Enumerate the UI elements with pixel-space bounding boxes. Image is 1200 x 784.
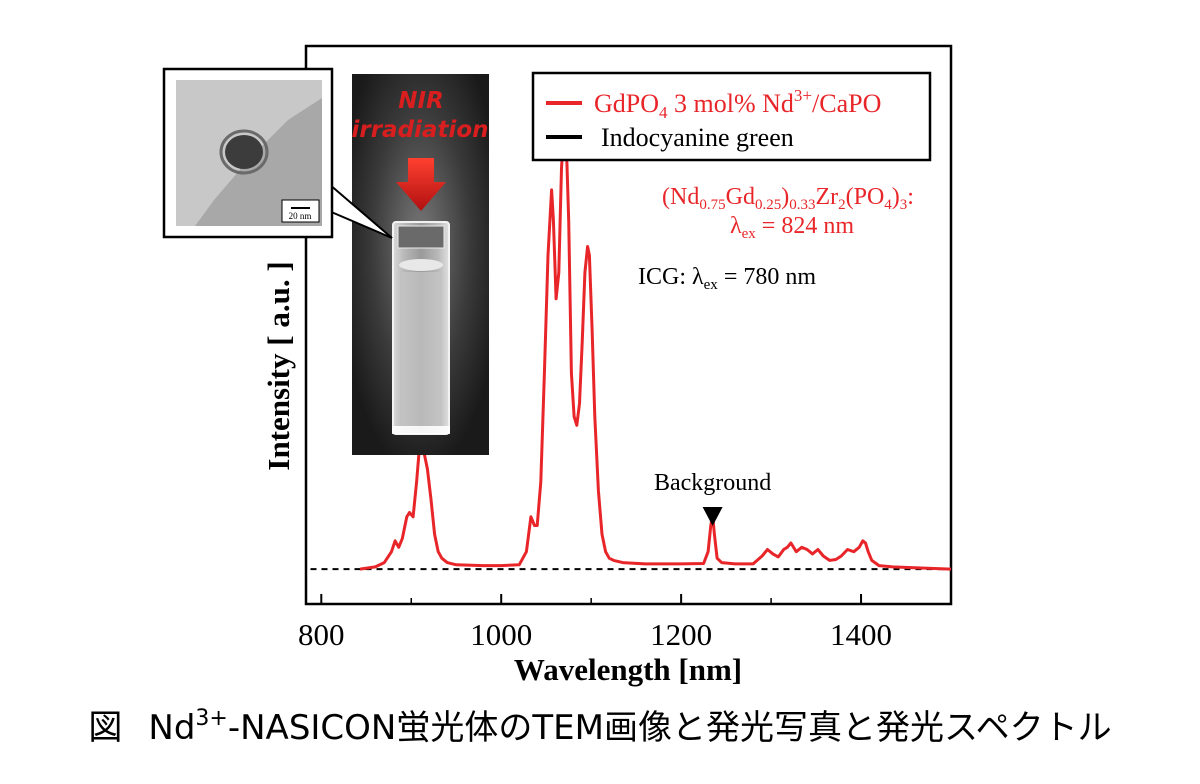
background-arrow-icon	[702, 507, 723, 526]
x-tick-label: 1200	[650, 617, 712, 652]
legend-entry-icg: Indocyanine green	[601, 123, 794, 152]
y-axis-label: Intensity [ a.u. ]	[261, 261, 296, 470]
legend: GdPO4 3 mol% Nd3+/CaPO Indocyanine green	[531, 71, 932, 162]
x-axis-label: Wavelength [nm]	[514, 652, 742, 687]
axis-ticks: 800 1000 1200 1400	[298, 594, 952, 652]
nir-photo-inset: NIR irradiation	[351, 74, 489, 455]
x-tick-label: 1400	[830, 617, 892, 652]
legend-entry-nd: GdPO4 3 mol% Nd3+/CaPO	[594, 86, 881, 122]
x-tick-label: 800	[298, 617, 345, 652]
x-tick-label: 1000	[470, 617, 532, 652]
caption-text: -NASICON蛍光体のTEM画像と発光写真と発光スペクトル	[227, 708, 1112, 748]
annotation-excitation-nd: λex = 824 nm	[730, 213, 854, 242]
tem-scalebar-box	[281, 199, 320, 223]
caption-nd: Nd	[148, 708, 196, 748]
series-line-nd-phosphor	[359, 123, 952, 571]
caption-prefix: 図	[88, 708, 123, 748]
legend-box	[531, 71, 932, 162]
caption-superscript: 3+	[195, 706, 228, 731]
figure-caption: 図 Nd3+-NASICON蛍光体のTEM画像と発光写真と発光スペクトル	[0, 700, 1200, 749]
tem-image-inset: 20 nm	[162, 67, 393, 239]
tem-particle	[225, 135, 263, 169]
nir-label-line2: irradiation	[351, 117, 488, 143]
nir-label-line1: NIR	[398, 88, 444, 114]
annotation-background-label: Background	[654, 470, 771, 496]
tem-scale-label: 20 nm	[289, 211, 312, 221]
annotation-formula: (Nd0.75Gd0.25)0.33Zr2(PO4)3:	[662, 184, 914, 213]
nir-down-arrow-icon	[396, 158, 446, 211]
cuvette-image	[392, 221, 450, 435]
plot-frame	[304, 44, 953, 606]
tem-particle-shell	[219, 129, 269, 175]
annotation-excitation-icg: ICG: λex = 780 nm	[638, 264, 816, 293]
